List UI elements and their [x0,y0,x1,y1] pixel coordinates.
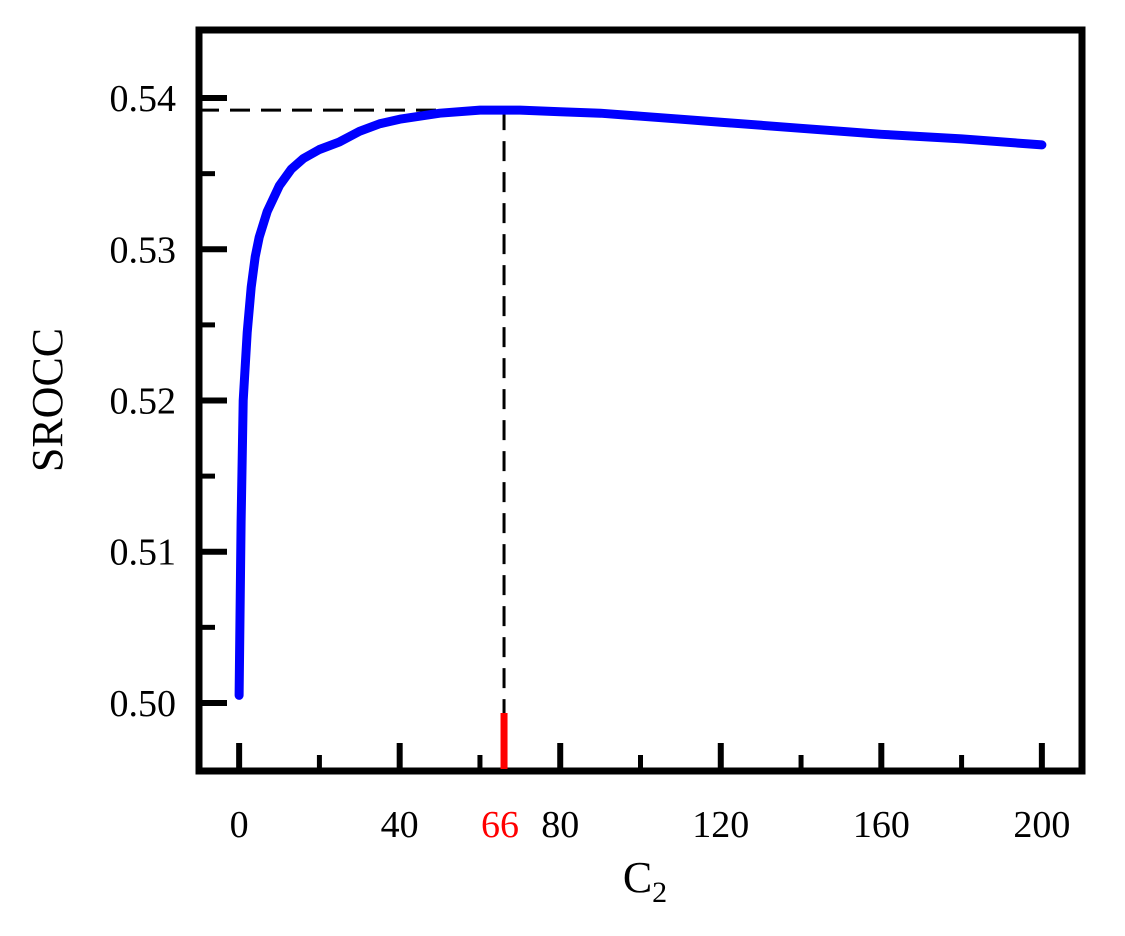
x-tick-label: 40 [381,804,419,846]
x-tick-label: 0 [230,804,249,846]
y-tick-label: 0.51 [110,532,177,574]
plot-frame [195,26,1086,775]
marker-layer: 66 [481,713,519,846]
x-tick-label: 160 [853,804,910,846]
x-axis-title: C2 [623,853,667,909]
tick-labels: 0 40 80 120 160 200 0.50 0.51 0.52 0.53 0.54 [110,78,1071,846]
x-axis-title-subscript: 2 [652,876,667,909]
peak-x-label: 66 [481,804,519,846]
y-tick-label: 0.54 [110,78,177,120]
x-tick-label: 200 [1013,804,1070,846]
x-tick-label: 80 [541,804,579,846]
y-tick-label: 0.50 [110,683,177,725]
y-axis-title: SROCC [23,328,72,472]
y-tick-label: 0.53 [110,229,177,271]
srocc-series-line [234,105,1047,700]
x-tick-label: 120 [692,804,749,846]
major-ticks [199,95,1045,771]
y-tick-label: 0.52 [110,381,177,423]
series-layer [234,105,1047,700]
x-axis-title-main: C [623,853,652,902]
minor-ticks [199,171,965,771]
